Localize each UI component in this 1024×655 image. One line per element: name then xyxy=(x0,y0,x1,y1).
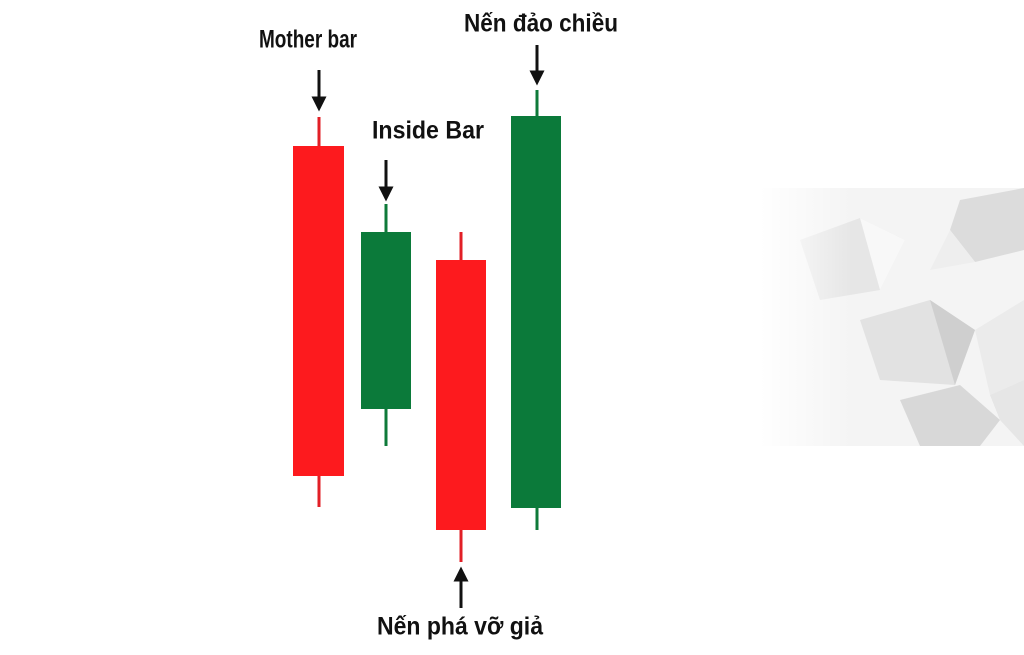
candle-body xyxy=(511,116,561,508)
background-decoration xyxy=(760,188,1024,446)
candle xyxy=(361,204,411,446)
candle xyxy=(293,117,344,507)
annotation: Inside Bar xyxy=(372,117,484,145)
annotation: Nến phá vỡ giả xyxy=(377,613,544,641)
annotation: Nến đảo chiều xyxy=(464,10,618,38)
candle-body xyxy=(436,260,486,530)
candle xyxy=(436,232,486,562)
candle xyxy=(511,90,561,530)
annotation: Mother bar xyxy=(259,26,357,54)
candle-body xyxy=(293,146,344,476)
candle-body xyxy=(361,232,411,409)
